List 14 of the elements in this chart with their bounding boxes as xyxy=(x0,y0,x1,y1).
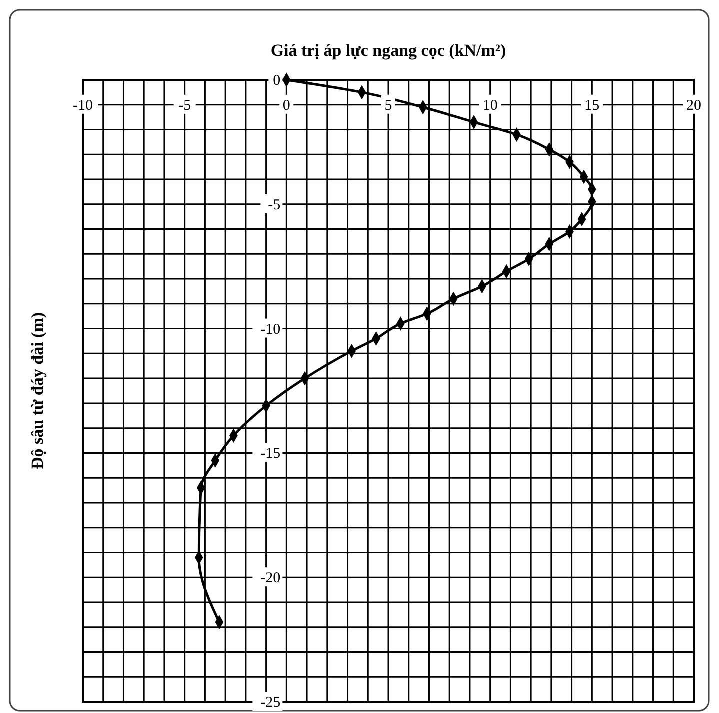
x-tick-label: -10 xyxy=(73,98,93,114)
y-tick-label: -15 xyxy=(260,446,281,462)
chart-title: Giá trị áp lực ngang cọc (kN/m²) xyxy=(270,41,506,60)
y-tick-label: -10 xyxy=(260,322,281,338)
x-tick-label: 15 xyxy=(584,98,600,114)
x-tick-label: 20 xyxy=(686,98,702,114)
x-tick-label: 10 xyxy=(482,98,498,114)
y-tick-label: -25 xyxy=(260,695,281,711)
x-tick-label: 5 xyxy=(384,98,392,114)
y-tick-label: -20 xyxy=(260,570,281,587)
y-tick-label: 0 xyxy=(273,73,281,89)
y-tick-label: -5 xyxy=(268,197,281,214)
x-tick-label: -5 xyxy=(178,98,192,114)
y-axis-title: Độ sâu từ đáy đài (m) xyxy=(28,312,47,470)
